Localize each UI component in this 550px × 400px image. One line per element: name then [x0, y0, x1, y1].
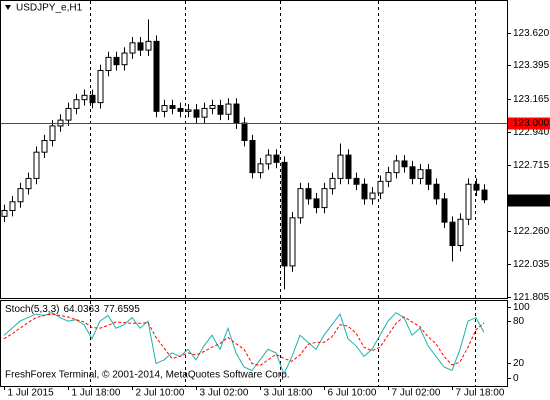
candle-body: [329, 177, 336, 190]
x-tick-label: 3 Jul 18:00: [264, 388, 313, 399]
candle-body: [9, 201, 16, 212]
candle-body: [409, 166, 416, 179]
copyright: FreshForex Terminal, © 2001-2014, MetaQu…: [5, 370, 290, 381]
x-tick-label: 2 Jul 10:00: [136, 388, 185, 399]
candle-body: [289, 217, 296, 267]
candle-body: [257, 163, 264, 174]
y-tick-label: 0: [513, 373, 519, 384]
y-tick-label: 123.620: [513, 28, 550, 39]
signal-value: 77.6595: [104, 304, 141, 315]
candle-body: [337, 154, 344, 179]
candle-body: [225, 103, 232, 115]
candle-body: [33, 151, 40, 179]
y-tick-label: 123.165: [513, 94, 550, 105]
price-label-box: [508, 194, 550, 207]
level-label-box: [508, 117, 550, 130]
candle-body: [153, 40, 160, 112]
candle-body: [265, 154, 272, 165]
candle-body: [89, 94, 96, 104]
candle-body: [385, 172, 392, 182]
y-tick-label: 20: [513, 358, 525, 369]
candle-body: [193, 109, 200, 118]
signal-line: [3, 313, 485, 367]
candle-body: [297, 188, 304, 219]
price-label: 122.474: [513, 195, 550, 206]
candle-body: [49, 125, 56, 142]
candle-body: [273, 154, 280, 163]
candle-body: [65, 107, 72, 121]
candle-body: [241, 122, 248, 142]
candle-body: [201, 107, 208, 118]
candle-body: [441, 198, 448, 223]
y-tick-label: 122.940: [513, 127, 550, 138]
candle-body: [17, 188, 24, 203]
candle-body: [129, 42, 136, 54]
candle-body: [137, 42, 144, 51]
level-label: 123.000: [513, 118, 550, 129]
candle-body: [73, 99, 80, 109]
symbol-icon: [5, 5, 11, 10]
sub-panel-frame: [0, 300, 508, 387]
candle-body: [345, 154, 352, 179]
candle-body: [361, 183, 368, 200]
main-panel-frame: [0, 0, 508, 299]
x-tick-label: 7 Jul 02:00: [392, 388, 441, 399]
x-tick-label: 1 Jul 18:00: [72, 388, 121, 399]
symbol-title: USDJPY_e,H1: [16, 3, 83, 14]
x-tick-label: 6 Jul 10:00: [328, 388, 377, 399]
candle-body: [185, 109, 192, 112]
x-tick-label: 3 Jul 02:00: [200, 388, 249, 399]
candle-body: [281, 161, 288, 267]
candle-body: [433, 183, 440, 200]
candle-body: [113, 56, 120, 66]
candle-body: [97, 70, 104, 104]
indicator-name: Stoch(5,3,3): [5, 304, 59, 315]
candle-body: [161, 105, 168, 112]
candle-body: [209, 105, 216, 109]
x-tick-label: 7 Jul 18:00: [456, 388, 505, 399]
candle-body: [369, 192, 376, 200]
candle-body: [249, 140, 256, 174]
candle-body: [377, 180, 384, 194]
candle-body: [177, 107, 184, 112]
y-tick-label: 123.395: [513, 60, 550, 71]
candle-body: [321, 188, 328, 209]
y-tick-label: 122.260: [513, 226, 550, 237]
x-tick-label: 1 Jul 2015: [8, 388, 55, 399]
y-tick-label: 80: [513, 316, 525, 327]
candle-body: [449, 221, 456, 247]
candle-body: [457, 218, 464, 247]
y-tick-label: 100: [513, 302, 530, 313]
candle-body: [305, 188, 312, 200]
candle-body: [1, 210, 8, 217]
candle-body: [473, 183, 480, 191]
candle-body: [353, 177, 360, 185]
main-line: [3, 312, 485, 376]
candle-body: [425, 169, 432, 185]
candle-body: [393, 160, 400, 174]
candle-body: [41, 140, 48, 153]
candle-body: [401, 160, 408, 168]
candle-body: [481, 189, 488, 201]
main-value: 64.0363: [63, 304, 100, 315]
candle-body: [233, 103, 240, 124]
candle-body: [121, 52, 128, 66]
candle-body: [313, 198, 320, 209]
candle-body: [25, 177, 32, 190]
candle-body: [105, 56, 112, 72]
y-tick-label: 122.715: [513, 160, 550, 171]
candle-body: [81, 94, 88, 101]
candle-body: [145, 40, 152, 51]
y-tick-label: 122.035: [513, 259, 550, 270]
candle-body: [169, 105, 176, 109]
candle-body: [217, 105, 224, 115]
candle-body: [417, 169, 424, 179]
y-tick-label: 121.805: [513, 292, 550, 303]
candle-body: [465, 183, 472, 220]
indicator-title: Stoch(5,3,3) 64.0363 77.6595: [5, 304, 140, 315]
